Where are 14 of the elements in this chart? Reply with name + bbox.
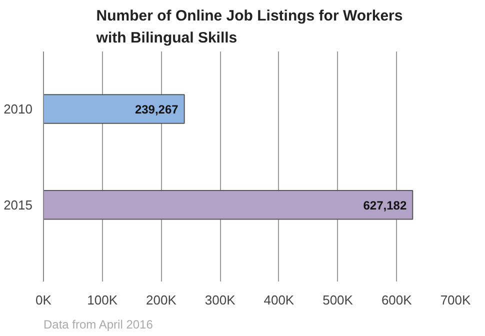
data-label: 239,267 <box>134 102 179 116</box>
x-tick-label: 600K <box>381 292 412 308</box>
x-tick-label: 700K <box>440 292 472 308</box>
y-tick-label: 2010 <box>4 102 32 116</box>
data-label: 627,182 <box>363 198 407 212</box>
text: Data from April 2016 <box>44 318 154 332</box>
chart-title: Number of Online Job Listings for Workers with Bilingual Skills <box>95 7 403 46</box>
x-tick-label: 400K <box>264 292 294 308</box>
x-tick-label: 200K <box>146 292 177 308</box>
y-tick-label: 2015 <box>4 197 32 212</box>
x-tick-label: 0K <box>36 292 52 308</box>
x-tick-label: 300K <box>204 292 236 308</box>
x-tick-label: 100K <box>87 292 118 308</box>
x-tick-label: 500K <box>322 292 354 308</box>
